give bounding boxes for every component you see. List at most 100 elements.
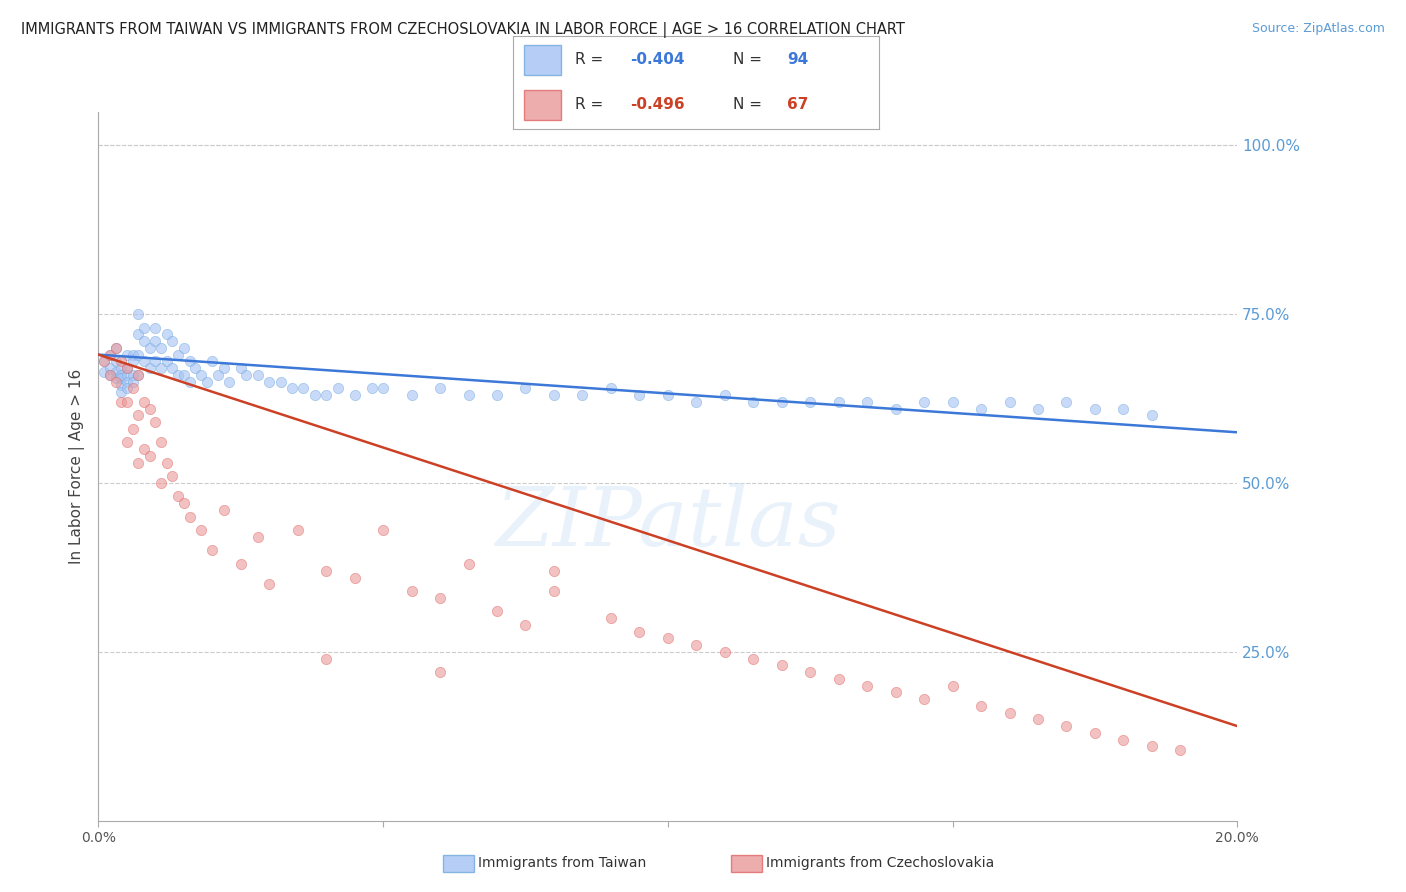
Point xyxy=(145,415,167,429)
Point xyxy=(543,388,565,402)
Point xyxy=(714,388,737,402)
Point xyxy=(742,395,765,409)
Point xyxy=(799,665,821,679)
Point xyxy=(110,371,132,385)
Point xyxy=(429,591,451,605)
Point xyxy=(429,381,451,395)
Point xyxy=(145,334,167,348)
Point xyxy=(115,381,138,395)
Point xyxy=(343,388,366,402)
Point xyxy=(110,378,132,392)
Point xyxy=(828,395,851,409)
Point xyxy=(115,368,138,382)
Point xyxy=(179,354,201,368)
Point xyxy=(212,361,235,376)
Point xyxy=(132,395,155,409)
Point xyxy=(912,692,935,706)
Point xyxy=(138,449,160,463)
Point xyxy=(98,368,121,382)
Point xyxy=(195,375,218,389)
Point xyxy=(543,584,565,599)
Point xyxy=(373,523,395,537)
Text: R =: R = xyxy=(575,97,603,112)
Y-axis label: In Labor Force | Age > 16: In Labor Force | Age > 16 xyxy=(69,368,84,564)
Point xyxy=(628,388,651,402)
Point xyxy=(515,617,537,632)
Point xyxy=(162,334,184,348)
Point xyxy=(229,557,252,571)
Point xyxy=(486,604,509,618)
Point xyxy=(287,523,309,537)
Point xyxy=(132,334,155,348)
Text: IMMIGRANTS FROM TAIWAN VS IMMIGRANTS FROM CZECHOSLOVAKIA IN LABOR FORCE | AGE > : IMMIGRANTS FROM TAIWAN VS IMMIGRANTS FRO… xyxy=(21,22,905,38)
Text: N =: N = xyxy=(733,52,762,67)
Point xyxy=(714,645,737,659)
Point xyxy=(127,327,149,342)
Point xyxy=(218,375,240,389)
Point xyxy=(104,365,127,379)
Point xyxy=(1170,742,1192,756)
Point xyxy=(121,422,143,436)
Point xyxy=(304,388,326,402)
Text: -0.496: -0.496 xyxy=(630,97,685,112)
Point xyxy=(110,354,132,368)
Point xyxy=(115,435,138,450)
Point xyxy=(132,354,155,368)
Point xyxy=(571,388,593,402)
Point xyxy=(184,361,207,376)
Point xyxy=(401,388,423,402)
Point xyxy=(167,368,190,382)
Point xyxy=(127,368,149,382)
Point xyxy=(173,368,195,382)
Point xyxy=(167,490,190,504)
Point xyxy=(104,341,127,355)
Point xyxy=(1056,719,1078,733)
Point xyxy=(201,543,224,558)
Point xyxy=(110,361,132,376)
Point xyxy=(93,354,115,368)
Point xyxy=(685,395,707,409)
Point xyxy=(326,381,349,395)
Point xyxy=(127,307,149,321)
Point xyxy=(281,381,304,395)
Point xyxy=(856,395,879,409)
Point xyxy=(150,341,173,355)
Point xyxy=(150,435,173,450)
Point xyxy=(884,401,907,416)
Point xyxy=(110,368,132,382)
Point xyxy=(884,685,907,699)
Point xyxy=(127,409,149,423)
Point xyxy=(315,651,337,665)
Point xyxy=(121,354,143,368)
Point xyxy=(110,384,132,399)
Text: Immigrants from Taiwan: Immigrants from Taiwan xyxy=(478,856,647,871)
Point xyxy=(98,348,121,362)
Point xyxy=(543,564,565,578)
Point xyxy=(110,395,132,409)
Point xyxy=(1112,401,1135,416)
FancyBboxPatch shape xyxy=(524,90,561,120)
Point xyxy=(156,456,179,470)
Point xyxy=(167,348,190,362)
Text: 67: 67 xyxy=(787,97,808,112)
Point xyxy=(912,395,935,409)
Point xyxy=(315,564,337,578)
Point xyxy=(207,368,229,382)
Point xyxy=(770,395,793,409)
Point xyxy=(138,401,160,416)
Point xyxy=(104,371,127,385)
Point xyxy=(104,354,127,368)
Point xyxy=(600,381,623,395)
Point xyxy=(104,341,127,355)
Point xyxy=(201,354,224,368)
Point xyxy=(856,679,879,693)
Point xyxy=(150,361,173,376)
Point xyxy=(600,611,623,625)
Point xyxy=(628,624,651,639)
Point xyxy=(115,361,138,376)
Point xyxy=(138,361,160,376)
Point xyxy=(1112,732,1135,747)
Point xyxy=(173,496,195,510)
Point xyxy=(121,348,143,362)
Point xyxy=(742,651,765,665)
